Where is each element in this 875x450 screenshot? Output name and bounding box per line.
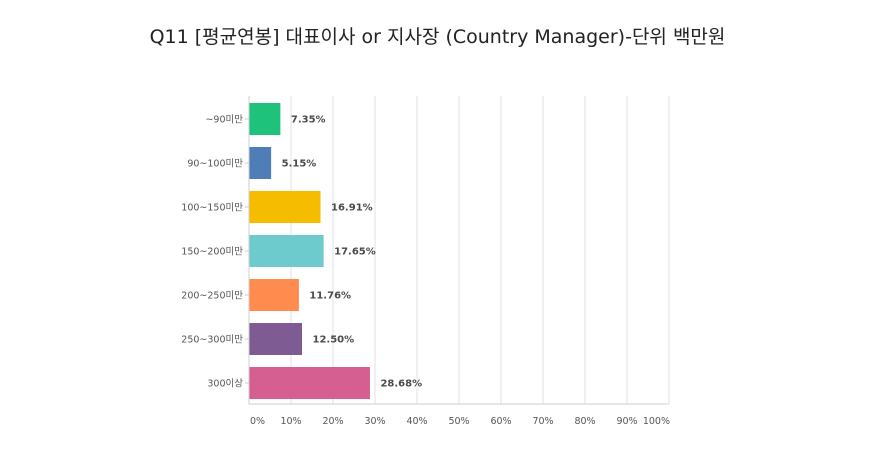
- data-label: 7.35%: [291, 115, 326, 126]
- x-tick-label: 90%: [616, 416, 637, 427]
- bar: [249, 279, 299, 311]
- x-tick-label: 50%: [448, 416, 469, 427]
- labels: 0% 10% 20% 30% 40% 50% 60% 70% 80% 90% 100% ~90미만 7.…: [181, 115, 670, 428]
- x-tick-label: 30%: [364, 416, 385, 427]
- category-label: 250~300미만: [181, 335, 243, 346]
- x-tick-label: 80%: [574, 416, 595, 427]
- data-label: 17.65%: [334, 247, 376, 258]
- x-tick-label: 10%: [280, 416, 301, 427]
- x-tick-label: 20%: [322, 416, 343, 427]
- bar: [249, 235, 324, 267]
- data-label: 28.68%: [380, 379, 422, 390]
- x-tick-label: 60%: [490, 416, 511, 427]
- category-label: 100~150미만: [181, 203, 243, 214]
- bars: [249, 103, 370, 399]
- category-label: ~90미만: [205, 115, 243, 126]
- data-label: 5.15%: [282, 159, 317, 170]
- category-label: 150~200미만: [181, 247, 243, 258]
- bar: [249, 147, 272, 179]
- bar: [249, 367, 370, 399]
- x-tick-label: 70%: [532, 416, 553, 427]
- category-label: 90~100미만: [187, 159, 243, 170]
- x-tick-label: 40%: [406, 416, 427, 427]
- bar: [249, 323, 302, 355]
- bar: [249, 191, 321, 223]
- data-label: 16.91%: [331, 203, 373, 214]
- category-label: 300이상: [207, 379, 243, 390]
- x-tick-label: 0%: [250, 416, 265, 427]
- data-label: 11.76%: [309, 291, 351, 302]
- data-label: 12.50%: [313, 335, 355, 346]
- chart-title: Q11 [평균연봉] 대표이사 or 지사장 (Country Manager)…: [149, 26, 726, 48]
- category-label: 200~250미만: [181, 291, 243, 302]
- axes: [245, 96, 669, 405]
- bar: [249, 103, 281, 135]
- x-tick-label: 100%: [643, 416, 670, 427]
